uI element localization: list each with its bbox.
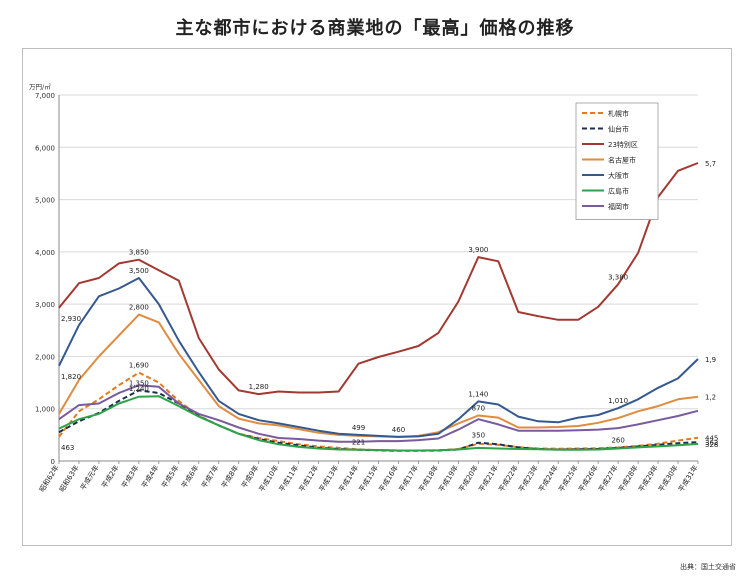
y-tick-label: 0 [51, 458, 55, 466]
data-label: 3,380 [608, 273, 628, 281]
data-label: 445 [705, 435, 718, 443]
x-tick-label: 平成元年 [78, 463, 100, 492]
x-tick-label: 平成6年 [179, 463, 200, 489]
data-label: 362 [705, 439, 718, 447]
legend-label: 大阪市 [608, 171, 629, 180]
data-label: 1,690 [129, 362, 149, 370]
chart-frame: 0 1,000 2,000 3,000 4,000 5,000 6,000 7,000 万円/㎡… [22, 48, 732, 546]
x-tick-label: 平成7年 [199, 463, 220, 489]
x-tick-label: 平成5年 [159, 463, 180, 489]
legend-label: 広島市 [608, 187, 629, 196]
y-unit-label: 万円/㎡ [29, 82, 51, 91]
data-label: 5,7 [705, 160, 716, 168]
y-tick-label: 5,000 [35, 197, 55, 205]
data-label: 460 [392, 426, 405, 434]
x-tick-label: 昭和63年 [57, 463, 80, 493]
series-line-0 [58, 371, 699, 452]
line-chart: 0 1,000 2,000 3,000 4,000 5,000 6,000 7,000万円/㎡… [29, 82, 718, 493]
data-label: 328 [705, 441, 718, 449]
legend-label: 福岡市 [608, 202, 629, 211]
data-label: 1,2 [705, 394, 716, 402]
page-title: 主な都市における商業地の「最高」価格の推移 [175, 18, 575, 39]
series-line-3 [58, 313, 699, 438]
data-label: 3,900 [468, 246, 488, 254]
data-label: 463 [61, 444, 74, 452]
y-tick-label: 2,000 [35, 353, 55, 361]
y-tick-label: 3,000 [35, 301, 55, 309]
legend-label: 名古屋市 [608, 156, 636, 165]
series-line-5 [58, 395, 699, 452]
data-label: 1,820 [61, 373, 81, 381]
source-note: 出典：国土交通省 [680, 563, 736, 571]
y-tick-label: 7,000 [35, 92, 55, 100]
series-line-2 [58, 162, 699, 396]
data-label: 3,850 [129, 249, 149, 257]
y-tick-label: 1,000 [35, 406, 55, 414]
series-line-6 [58, 384, 699, 443]
x-tick-label: 平成9年 [239, 463, 260, 489]
y-tick-label: 6,000 [35, 144, 55, 152]
data-label: 3,500 [129, 267, 149, 275]
series-line-4 [58, 277, 699, 438]
x-tick-label: 平成4年 [139, 463, 160, 489]
data-label: 1,140 [468, 390, 488, 398]
data-label: 1,280 [249, 383, 269, 391]
legend-label: 23特別区 [608, 140, 638, 149]
data-label: 1,9 [705, 356, 716, 364]
x-tick-label: 平成8年 [219, 463, 240, 489]
legend-box [575, 102, 659, 220]
x-tick-label: 平成31年 [676, 463, 699, 493]
data-label: 1,350 [129, 379, 149, 387]
data-label: 1,240 [129, 385, 149, 393]
data-label: 260 [611, 436, 624, 444]
data-label: 2,800 [129, 304, 149, 312]
x-tick-label: 平成3年 [119, 463, 140, 489]
data-label: 2,930 [61, 315, 81, 323]
legend-label: 札幌市 [608, 109, 629, 118]
data-label: 221 [352, 438, 365, 446]
y-tick-label: 4,000 [35, 249, 55, 257]
data-label: 1,010 [608, 397, 628, 405]
x-tick-label: 平成2年 [99, 463, 120, 489]
legend-label: 仙台市 [608, 125, 629, 134]
data-label: 870 [472, 405, 485, 413]
data-label: 350 [472, 432, 485, 440]
data-label: 499 [352, 424, 365, 432]
